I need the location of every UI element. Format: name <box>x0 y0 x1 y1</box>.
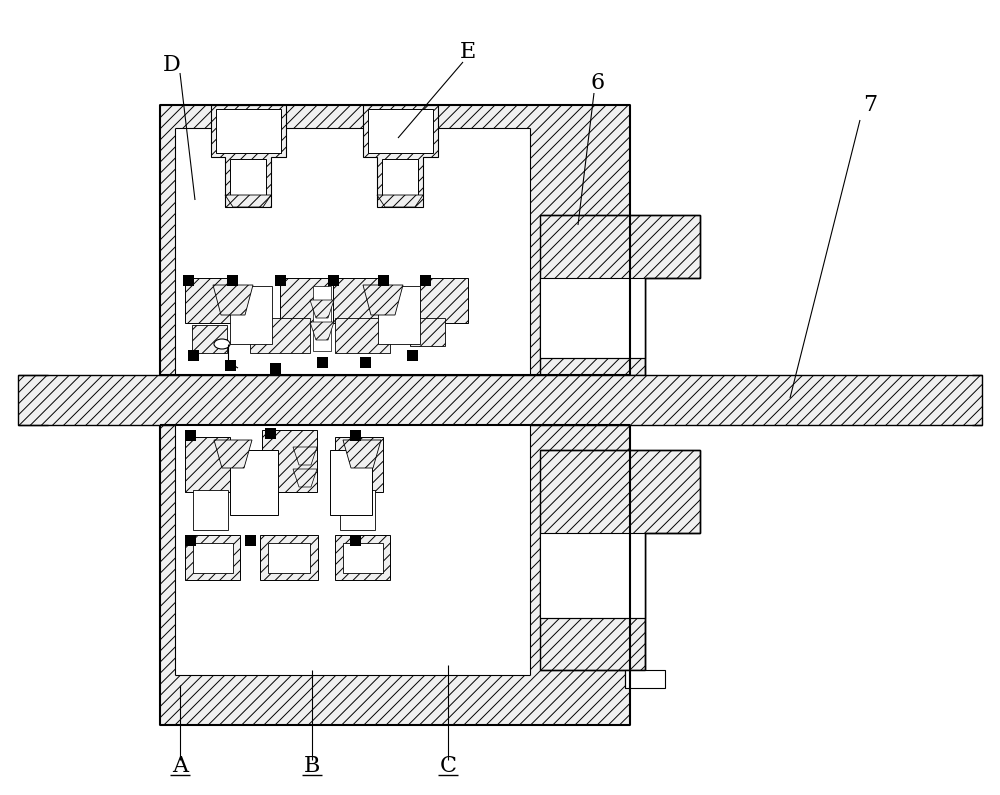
Polygon shape <box>363 105 438 207</box>
Bar <box>343 543 383 573</box>
Bar <box>185 278 233 323</box>
Bar <box>188 350 199 360</box>
Bar <box>335 535 390 580</box>
Bar <box>340 490 375 530</box>
Bar <box>193 490 228 530</box>
Bar <box>18 375 982 425</box>
Polygon shape <box>211 105 286 207</box>
Bar <box>175 425 530 675</box>
Bar <box>330 450 372 515</box>
Bar <box>335 437 383 492</box>
Bar <box>275 274 286 285</box>
Text: 7: 7 <box>863 94 877 116</box>
Polygon shape <box>293 447 317 465</box>
Bar <box>260 535 318 580</box>
Polygon shape <box>377 195 423 207</box>
Bar <box>410 318 445 346</box>
Polygon shape <box>343 440 381 468</box>
Bar <box>350 534 361 545</box>
Polygon shape <box>293 469 317 487</box>
Text: E: E <box>460 41 476 63</box>
Bar <box>378 286 420 344</box>
Text: 6: 6 <box>591 72 605 94</box>
Bar <box>280 278 328 323</box>
Bar <box>540 533 645 618</box>
Bar <box>420 278 468 323</box>
Polygon shape <box>310 300 334 318</box>
Bar <box>245 534 256 545</box>
Bar <box>317 356 328 367</box>
Bar <box>160 105 630 375</box>
Bar <box>268 543 310 573</box>
Bar <box>368 109 433 153</box>
Bar <box>183 274 194 285</box>
Bar <box>225 359 236 370</box>
Bar <box>382 159 418 199</box>
Bar <box>185 535 240 580</box>
Bar <box>265 428 276 439</box>
Bar <box>250 318 310 353</box>
Text: B: B <box>304 755 320 777</box>
Ellipse shape <box>214 339 230 349</box>
Polygon shape <box>213 285 253 315</box>
Text: D: D <box>163 54 181 76</box>
Bar <box>185 437 230 492</box>
Bar <box>378 274 389 285</box>
Text: C: C <box>440 755 457 777</box>
Polygon shape <box>225 195 271 207</box>
Bar <box>350 429 361 440</box>
Polygon shape <box>363 285 403 315</box>
Polygon shape <box>310 322 334 340</box>
Bar <box>230 450 278 515</box>
Bar <box>262 430 317 492</box>
Bar <box>625 670 665 688</box>
Bar <box>227 274 238 285</box>
Bar <box>328 274 339 285</box>
Bar <box>420 274 431 285</box>
Bar <box>185 534 196 545</box>
Bar <box>193 543 233 573</box>
Bar <box>360 356 371 367</box>
Bar <box>313 286 331 351</box>
Bar <box>192 325 227 353</box>
Bar <box>333 278 383 323</box>
Polygon shape <box>540 450 700 670</box>
Bar <box>335 318 390 353</box>
Polygon shape <box>540 215 700 375</box>
Bar <box>160 425 630 725</box>
Bar <box>230 159 266 199</box>
Polygon shape <box>214 440 252 468</box>
Bar <box>270 363 281 374</box>
Bar <box>175 128 530 375</box>
Bar <box>540 278 645 358</box>
Bar <box>185 429 196 440</box>
Bar <box>407 350 418 360</box>
Bar <box>216 109 281 153</box>
Bar <box>230 286 272 344</box>
Text: A: A <box>172 755 188 777</box>
